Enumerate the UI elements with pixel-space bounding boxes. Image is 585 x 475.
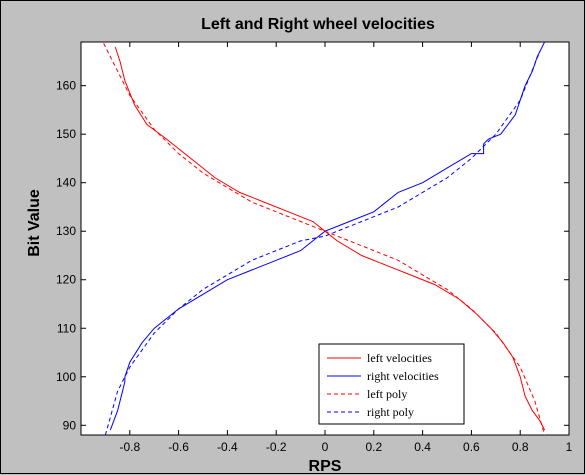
y-tick-label: 120 <box>56 273 76 287</box>
chart-title: Left and Right wheel velocities <box>201 16 435 33</box>
legend-label: left velocities <box>367 351 432 365</box>
x-tick-label: 0.8 <box>512 440 529 454</box>
y-tick-label: 100 <box>56 370 76 384</box>
legend: left velocities right velocities left poly… <box>319 344 464 424</box>
legend-label: right poly <box>367 405 414 419</box>
x-tick-label: -0.6 <box>168 440 189 454</box>
y-tick-label: 90 <box>63 418 77 432</box>
y-tick-label: 140 <box>56 176 76 190</box>
y-axis-label: Bit Value <box>26 189 43 257</box>
y-tick-label: 110 <box>57 321 76 335</box>
y-tick-label: 150 <box>56 127 76 141</box>
x-tick-label: 0 <box>322 440 329 454</box>
x-tick-label: 1 <box>566 440 573 454</box>
y-tick-label: 160 <box>56 79 76 93</box>
legend-label: right velocities <box>367 369 439 383</box>
y-tick-label: 130 <box>56 224 76 238</box>
x-tick-label: -0.2 <box>266 440 287 454</box>
x-axis-label: RPS <box>309 458 342 475</box>
x-tick-label: 0.2 <box>365 440 382 454</box>
x-tick-label: -0.4 <box>217 440 238 454</box>
x-tick-label: -0.8 <box>119 440 140 454</box>
legend-label: left poly <box>367 387 407 401</box>
x-tick-label: 0.6 <box>463 440 480 454</box>
x-tick-label: 0.4 <box>414 440 431 454</box>
